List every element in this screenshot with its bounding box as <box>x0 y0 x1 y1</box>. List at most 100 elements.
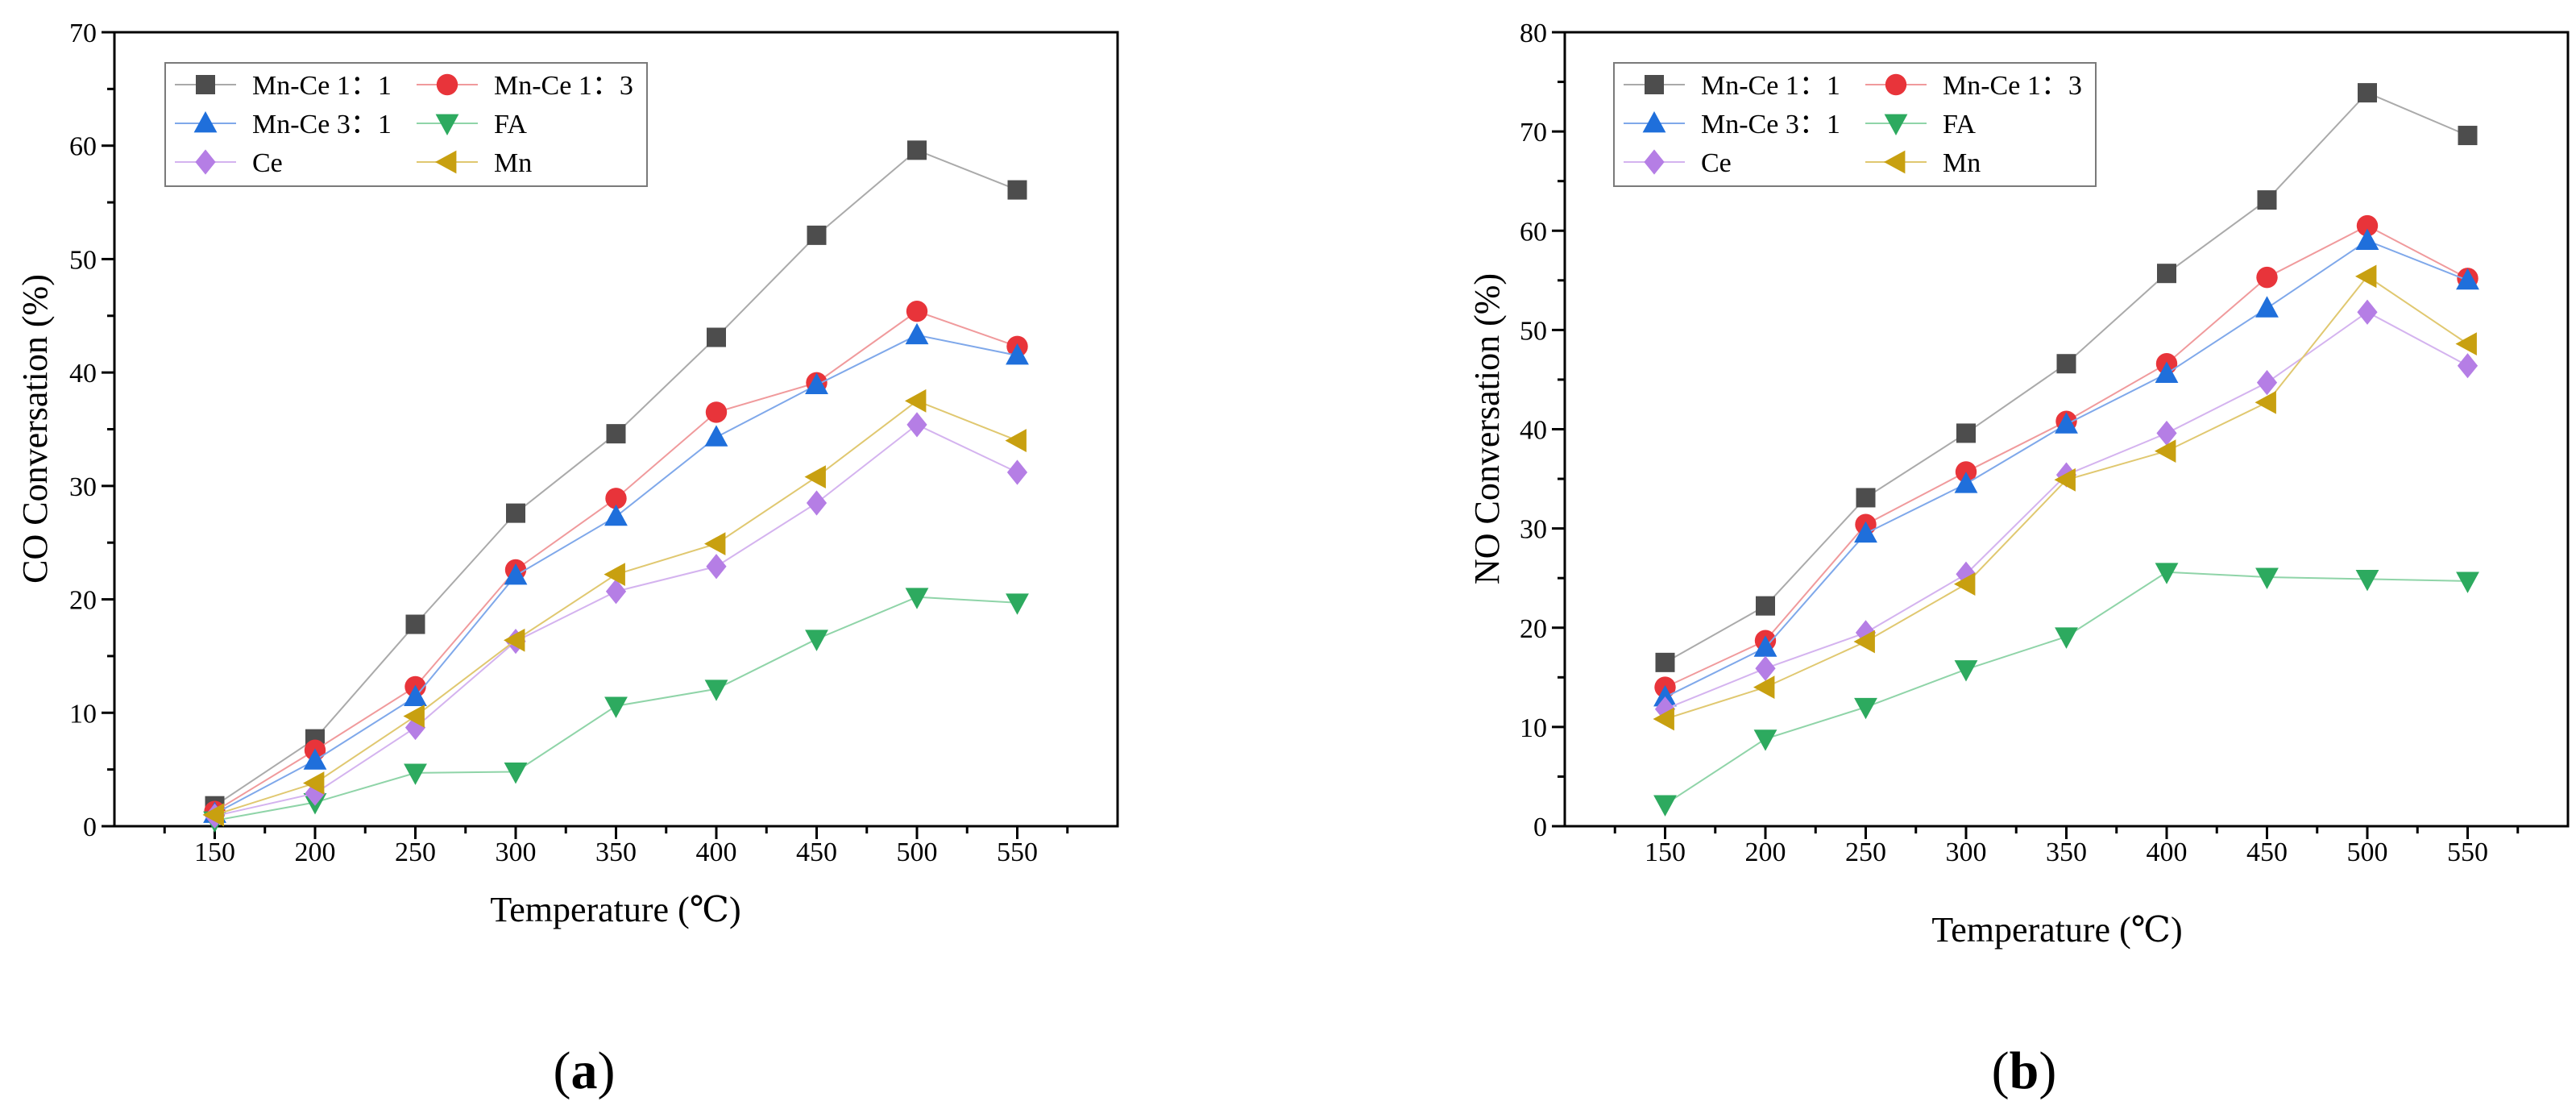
legend-label: FA <box>1943 110 1976 139</box>
data-point <box>405 614 425 634</box>
legend-label: Mn <box>494 148 532 178</box>
data-point <box>1954 660 1978 682</box>
legend: Mn-Ce 1：1 Mn-Ce 1：3 Mn-Ce 3：1 FA Ce Mn <box>164 62 648 187</box>
data-point <box>504 628 525 652</box>
legend-label: Mn-Ce 1：3 <box>1943 71 2082 101</box>
data-point <box>606 424 626 444</box>
series-line <box>1665 275 2469 720</box>
x-axis-label: Temperature (℃) <box>490 890 740 929</box>
legend-marker <box>193 111 218 133</box>
data-point <box>2156 420 2177 447</box>
y-axis-label: CO Conversation (%) <box>15 274 55 584</box>
y-tick-label: 10 <box>1520 713 1547 743</box>
legend-item: Mn <box>417 148 532 178</box>
data-point <box>2054 468 2076 492</box>
legend-items: Mn-Ce 1：1 Mn-Ce 1：3 Mn-Ce 3：1 FA Ce Mn <box>1624 71 2082 178</box>
x-tick-label: 550 <box>997 837 1038 867</box>
series-line <box>1665 224 2468 688</box>
legend-label: Mn-Ce 3：1 <box>1701 110 1840 139</box>
y-tick-label: 0 <box>83 813 97 842</box>
data-point <box>2255 567 2279 589</box>
y-tick-label: 40 <box>69 359 97 389</box>
data-point <box>506 503 525 523</box>
data-point <box>2155 361 2179 383</box>
data-point <box>906 300 928 322</box>
legend-marker <box>1645 75 1664 94</box>
data-point <box>1653 684 1677 707</box>
data-point <box>202 803 224 827</box>
x-tick-label: 400 <box>2147 837 2188 867</box>
data-point <box>303 771 325 795</box>
data-point <box>1753 635 1777 657</box>
legend-item: Mn-Ce 3：1 <box>1624 110 1840 139</box>
data-point <box>2256 370 2278 396</box>
legend-label: Mn-Ce 1：1 <box>1701 71 1840 101</box>
legend-marker <box>1884 150 1906 174</box>
panel-label-open: ( <box>554 1041 571 1100</box>
data-point <box>804 465 826 488</box>
data-point <box>305 780 326 806</box>
data-point <box>403 704 425 728</box>
legend-label: Mn-Ce 3：1 <box>252 110 392 139</box>
x-tick-label: 450 <box>2246 837 2288 867</box>
x-tick-label: 500 <box>2347 837 2388 867</box>
x-tick-label: 200 <box>1745 837 1786 867</box>
data-point <box>2157 264 2176 284</box>
series-layer <box>1653 83 2479 817</box>
data-point <box>1856 488 1876 508</box>
data-point <box>1006 593 1029 615</box>
data-point <box>605 488 627 509</box>
data-point <box>604 504 628 526</box>
legend-item: Mn-Ce 3：1 <box>175 110 392 139</box>
series-Mn-Ce 3：1 <box>1653 228 2479 707</box>
data-point <box>907 140 927 160</box>
x-tick-label: 400 <box>696 837 737 867</box>
y-tick-label: 10 <box>69 699 97 729</box>
y-tick-label: 80 <box>1520 19 1547 48</box>
series-Mn-Ce 1：1 <box>1655 83 2478 672</box>
data-point <box>906 412 927 438</box>
series-line <box>214 310 1018 813</box>
data-point <box>1854 521 1877 543</box>
legend-item: FA <box>417 110 527 139</box>
x-tick-label: 300 <box>496 837 537 867</box>
data-point <box>707 327 726 347</box>
data-point <box>604 696 628 718</box>
data-point <box>1954 572 1976 596</box>
data-point <box>2355 228 2379 250</box>
legend-box <box>164 62 648 187</box>
data-point <box>2456 268 2479 290</box>
legend-box <box>1613 62 2097 187</box>
y-ticks: 0 10 20 30 40 50 60 70 80 <box>1520 19 1565 842</box>
series-line <box>214 423 1018 817</box>
data-point <box>2255 390 2276 414</box>
y-tick-label: 50 <box>69 245 97 275</box>
data-point <box>2055 412 2078 434</box>
legend-marker <box>1642 111 1666 133</box>
data-point <box>2155 563 2179 584</box>
x-ticks: 150 200 250 300 350 400 450 500 550 <box>163 826 1069 867</box>
data-point <box>2456 571 2479 593</box>
x-ticks: 150 200 250 300 350 400 450 500 550 <box>1613 826 2520 867</box>
series-Mn <box>1653 264 2477 731</box>
y-tick-label: 60 <box>1520 217 1547 247</box>
data-point <box>706 554 727 580</box>
data-point <box>1006 343 1029 365</box>
series-FA <box>1653 563 2479 817</box>
data-point <box>1006 459 1028 485</box>
x-axis-label: Temperature (℃) <box>1931 910 2182 950</box>
data-point <box>2355 570 2379 592</box>
data-point <box>2355 264 2377 289</box>
legend-item: Mn-Ce 1：1 <box>1624 71 1840 101</box>
y-tick-label: 20 <box>69 586 97 616</box>
data-point <box>2155 439 2176 463</box>
y-tick-label: 20 <box>1520 614 1547 644</box>
x-tick-label: 350 <box>595 837 637 867</box>
legend-item: Mn-Ce 1：3 <box>1865 71 2082 101</box>
panel-label-b: (b) <box>1992 1041 2057 1100</box>
legend-items: Mn-Ce 1：1 Mn-Ce 1：3 Mn-Ce 3：1 FA Ce Mn <box>175 71 633 178</box>
y-ticks: 0 10 20 30 40 50 60 70 <box>69 19 114 842</box>
chart-panel-b: 0 10 20 30 40 50 60 70 80 150 200 250 300 350 400 450 5… <box>1467 19 2570 1100</box>
data-point <box>704 532 726 556</box>
